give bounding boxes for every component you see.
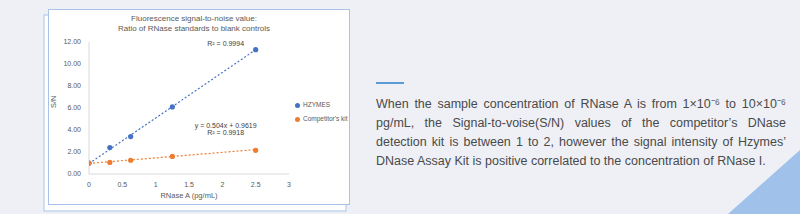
html-text:Competitor's kit: Competitor's kit — [303, 115, 348, 122]
html-text:When the sample concentration: When the sample concentration of RNase A… — [376, 97, 786, 168]
svg-text:0.00: 0.00 — [67, 170, 81, 177]
html-text:Fluorescence signal-to-noise v: Fluorescence signal-to-noise value: — [131, 14, 257, 23]
svg-text:R² = 0.9918: R² = 0.9918 — [207, 129, 244, 136]
svg-text:R² = 0.9994: R² = 0.9994 — [207, 40, 244, 47]
svg-text:1.5: 1.5 — [184, 181, 194, 188]
svg-text:S/N: S/N — [49, 95, 58, 108]
svg-text:4.00: 4.00 — [67, 126, 81, 133]
svg-text:6.00: 6.00 — [67, 104, 81, 111]
svg-text:y = 0.504x + 0.9619: y = 0.504x + 0.9619 — [194, 122, 257, 130]
svg-text:10.00: 10.00 — [63, 60, 81, 67]
svg-text:0: 0 — [87, 181, 91, 188]
svg-text:0.5: 0.5 — [117, 181, 127, 188]
html-text:Ratio of RNase standards to bl: Ratio of RNase standards to blank contro… — [118, 24, 270, 33]
svg-text:3: 3 — [287, 181, 291, 188]
html-text:HZYMES: HZYMES — [303, 101, 331, 108]
svg-text:2.00: 2.00 — [67, 148, 81, 155]
svg-text:12.00: 12.00 — [63, 38, 81, 45]
svg-text:RNase A (pg/mL): RNase A (pg/mL) — [160, 191, 218, 200]
svg-text:2: 2 — [220, 181, 224, 188]
svg-text:8.00: 8.00 — [67, 82, 81, 89]
svg-text:1: 1 — [154, 181, 158, 188]
svg-text:2.5: 2.5 — [251, 181, 261, 188]
